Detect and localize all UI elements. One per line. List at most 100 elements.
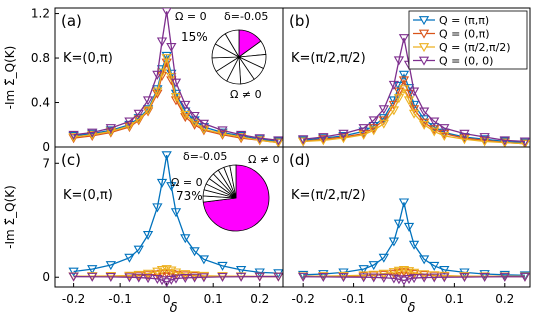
data-point xyxy=(156,276,168,286)
data-point xyxy=(318,272,329,283)
series-line xyxy=(73,155,279,274)
data-point xyxy=(429,117,440,127)
x-tick-label: 0.1 xyxy=(204,292,223,306)
panel-label: (b) xyxy=(289,12,310,30)
data-point xyxy=(105,124,116,134)
data-point xyxy=(519,138,530,147)
pie-label: Ω = 0 xyxy=(171,176,203,189)
data-point xyxy=(338,129,349,139)
data-point xyxy=(368,126,379,136)
pie-label: Ω ≠ 0 xyxy=(248,153,280,166)
panel-a: 0 0.4 0.8 1.2 -Im Σ̃_Q(K) (a) K=(0,π) Ω = 0 δ=-0… xyxy=(3,7,284,154)
data-point xyxy=(499,138,510,147)
x-tick-label: 0.2 xyxy=(495,292,514,306)
panel-c: 0 7 -0.2 -0.1 0 0.1 0.2 δ -Im Σ̃_Q(K) (c) K=(0,π) δ… xyxy=(3,146,284,316)
pie-slice-omega-nonzero xyxy=(229,164,237,199)
data-point xyxy=(388,237,400,247)
data-point xyxy=(459,135,470,145)
y-tick-label: 0 xyxy=(42,140,50,154)
data-point xyxy=(378,273,389,283)
data-point xyxy=(142,271,154,281)
data-point xyxy=(393,56,405,66)
legend-box xyxy=(408,10,528,70)
data-point xyxy=(393,268,405,278)
data-point xyxy=(298,135,309,145)
legend-marker xyxy=(418,56,430,66)
data-point xyxy=(105,128,116,138)
data-point xyxy=(217,126,228,136)
data-point xyxy=(338,271,349,281)
x-axis-label: δ xyxy=(408,301,416,316)
data-point xyxy=(133,115,144,125)
data-point xyxy=(368,116,379,126)
axes-frame xyxy=(282,146,531,288)
data-point xyxy=(393,219,405,229)
data-point xyxy=(198,273,210,283)
data-point xyxy=(393,94,405,104)
data-point xyxy=(189,120,200,130)
x-tick-label: 0 xyxy=(163,292,171,306)
data-point xyxy=(180,273,191,283)
data-point xyxy=(418,255,430,265)
data-point xyxy=(368,261,379,271)
data-point xyxy=(105,272,116,283)
data-point xyxy=(166,73,177,83)
data-point xyxy=(68,133,79,143)
data-point xyxy=(235,265,247,276)
legend-marker xyxy=(418,16,430,26)
data-point xyxy=(180,110,191,120)
data-point xyxy=(439,271,450,281)
data-point xyxy=(398,34,410,44)
series-line xyxy=(303,37,525,143)
data-point xyxy=(87,265,98,275)
data-point xyxy=(124,253,135,263)
data-point xyxy=(166,182,177,192)
data-point xyxy=(338,273,349,283)
y-tick-label: 7 xyxy=(42,156,50,170)
data-point xyxy=(105,261,116,271)
panel-label: (a) xyxy=(61,12,82,30)
y-tick-label: 1.2 xyxy=(31,7,50,21)
data-point xyxy=(479,270,490,280)
data-point xyxy=(124,273,135,283)
data-point xyxy=(388,269,400,279)
data-point xyxy=(298,137,309,147)
data-point xyxy=(152,85,163,95)
data-point xyxy=(161,8,172,17)
data-point xyxy=(254,272,265,282)
data-point xyxy=(439,265,450,276)
series-line xyxy=(73,55,279,144)
data-point xyxy=(519,272,530,282)
x-tick-label: -0.2 xyxy=(62,292,85,306)
data-point xyxy=(459,273,470,283)
data-point xyxy=(133,245,144,255)
data-point xyxy=(378,253,389,263)
data-point xyxy=(368,270,379,280)
panel-b: (b) K=(π/2,π/2) Q = (π,π)Q = (0,π)Q = (π/2… xyxy=(282,7,531,148)
data-point xyxy=(142,105,154,115)
data-point xyxy=(152,267,163,277)
data-point xyxy=(142,230,154,241)
plot-area xyxy=(68,151,283,287)
data-point xyxy=(408,100,420,110)
panel-label: (d) xyxy=(289,151,310,169)
data-point xyxy=(429,261,440,271)
data-point xyxy=(180,100,191,110)
inset-pie: Ω = 0 δ=-0.05 15% Ω ≠ 0 xyxy=(175,10,268,101)
pie-label: δ=-0.05 xyxy=(224,10,268,23)
data-point xyxy=(479,272,490,283)
data-point xyxy=(418,120,430,130)
data-point xyxy=(189,271,200,281)
data-point xyxy=(298,270,309,280)
legend-entry: Q = (π,π) xyxy=(439,14,489,27)
data-point xyxy=(180,271,191,281)
data-point xyxy=(358,265,369,275)
data-point xyxy=(156,265,168,276)
data-point xyxy=(133,109,144,119)
data-point xyxy=(403,96,415,106)
data-point xyxy=(217,261,228,271)
data-point xyxy=(198,119,210,129)
x-tick-label: -0.1 xyxy=(108,292,131,306)
data-point xyxy=(519,137,530,147)
y-tick-label: 0.4 xyxy=(31,96,50,110)
